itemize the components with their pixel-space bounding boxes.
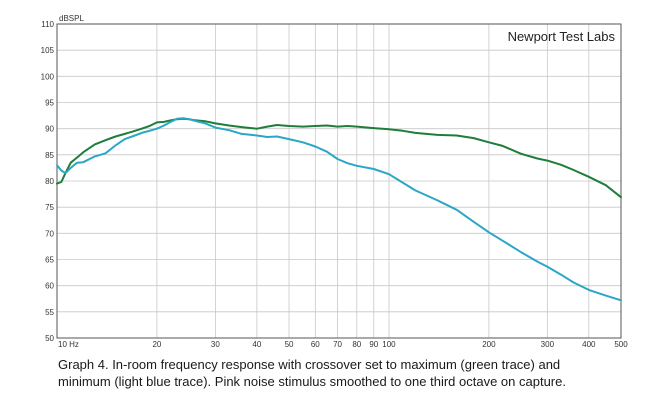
x-tick-label: 500 bbox=[614, 340, 628, 349]
x-tick-label: 60 bbox=[311, 340, 320, 349]
x-tick-label: 10 Hz bbox=[58, 340, 79, 349]
caption-line-1: Graph 4. In-room frequency response with… bbox=[58, 357, 561, 372]
series-line-2 bbox=[56, 117, 622, 302]
y-tick-label: 90 bbox=[45, 125, 54, 134]
series-line-1 bbox=[56, 117, 622, 199]
x-tick-label: 90 bbox=[369, 340, 378, 349]
x-tick-label: 40 bbox=[252, 340, 261, 349]
y-tick-label: 60 bbox=[45, 282, 54, 291]
x-axis-ticks: 10 Hz 20 30 40 50 60 70 80 90 100 200 300 400 500 bbox=[58, 340, 628, 349]
x-tick-label: 50 bbox=[285, 340, 294, 349]
y-tick-label: 100 bbox=[41, 72, 55, 81]
y-tick-label: 105 bbox=[41, 46, 55, 55]
x-tick-label: 30 bbox=[211, 340, 220, 349]
y-axis-ticks: 50 55 60 65 70 75 80 85 90 95 100 105 110 bbox=[41, 20, 55, 343]
y-tick-label: 85 bbox=[45, 151, 54, 160]
x-tick-label: 70 bbox=[333, 340, 342, 349]
x-tick-label: 400 bbox=[582, 340, 596, 349]
y-tick-label: 55 bbox=[45, 308, 54, 317]
y-axis-unit-label: dBSPL bbox=[59, 14, 84, 23]
caption-line-2: minimum (light blue trace). Pink noise s… bbox=[58, 374, 566, 389]
y-tick-label: 95 bbox=[45, 99, 54, 108]
y-tick-label: 75 bbox=[45, 203, 54, 212]
x-tick-label: 200 bbox=[482, 340, 496, 349]
chart-grid bbox=[57, 24, 621, 338]
plot-frame bbox=[56, 23, 622, 339]
x-tick-label: 300 bbox=[541, 340, 555, 349]
series-layer bbox=[56, 117, 622, 302]
y-tick-label: 65 bbox=[45, 256, 54, 265]
chart-title: Newport Test Labs bbox=[508, 29, 616, 44]
x-tick-label: 20 bbox=[152, 340, 161, 349]
figure-caption: Graph 4. In-room frequency response with… bbox=[58, 356, 638, 390]
y-tick-label: 50 bbox=[45, 334, 54, 343]
frequency-response-chart: 10 Hz 20 30 40 50 60 70 80 90 100 200 300 400 500 505… bbox=[41, 14, 629, 349]
x-tick-label: 80 bbox=[352, 340, 361, 349]
x-tick-label: 100 bbox=[382, 340, 396, 349]
y-tick-label: 80 bbox=[45, 177, 54, 186]
y-tick-label: 70 bbox=[45, 229, 54, 238]
y-tick-label: 110 bbox=[41, 20, 54, 29]
